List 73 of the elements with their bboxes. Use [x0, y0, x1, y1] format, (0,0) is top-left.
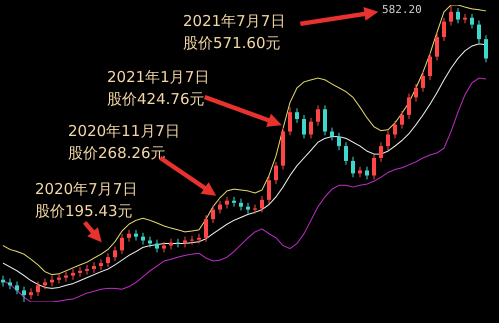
- candlestick: [43, 278, 47, 290]
- candlestick: [442, 17, 446, 42]
- candlestick: [365, 166, 369, 180]
- candlestick: [470, 13, 474, 29]
- candlestick: [1, 275, 5, 288]
- candlestick: [407, 93, 411, 120]
- candlestick: [456, 7, 460, 24]
- candlestick: [57, 273, 61, 284]
- candlestick: [295, 108, 299, 124]
- candlestick: [337, 132, 341, 151]
- candlestick: [372, 154, 376, 180]
- candlestick: [204, 214, 208, 242]
- candlestick: [379, 142, 383, 162]
- candlestick: [113, 246, 117, 262]
- annotation: 2021年1月7日: [107, 68, 210, 86]
- candlestick: [302, 114, 306, 139]
- candlestick: [92, 262, 96, 274]
- candlestick: [120, 233, 124, 255]
- candlestick: [246, 202, 250, 214]
- candlestick: [232, 196, 236, 208]
- candlestick: [351, 156, 355, 178]
- candlestick: [260, 195, 264, 213]
- candlestick: [176, 238, 180, 248]
- candlestick: [218, 200, 222, 214]
- candlestick: [155, 239, 159, 253]
- candlestick: [316, 104, 320, 126]
- candlestick: [323, 104, 327, 136]
- candlestick: [141, 232, 145, 246]
- candlestick: [449, 4, 453, 26]
- candlestick: [225, 196, 229, 209]
- candlestick: [22, 286, 26, 302]
- candlestick: [85, 264, 89, 276]
- annotation: 582.20: [382, 3, 422, 16]
- candlestick: [127, 229, 131, 242]
- annotation: 股价195.43元: [35, 202, 132, 220]
- candlestick: [162, 241, 166, 253]
- candlestick: [393, 120, 397, 139]
- candlestick: [267, 176, 271, 204]
- candlestick: [414, 84, 418, 102]
- candlestick: [36, 281, 40, 297]
- annotation: 股价424.76元: [107, 90, 204, 108]
- annotation: 2021年7月7日: [183, 12, 286, 30]
- candlestick: [78, 266, 82, 278]
- candlestick: [239, 198, 243, 212]
- annotation: 2020年7月7日: [35, 180, 138, 198]
- candlestick: [428, 52, 432, 80]
- candlestick: [148, 236, 152, 248]
- candlestick: [211, 204, 215, 224]
- candlestick: [484, 34, 488, 63]
- candlestick: [29, 288, 33, 300]
- annotation: 2020年11月7日: [68, 122, 180, 140]
- candlestick: [477, 20, 481, 44]
- candlestick: [134, 229, 138, 242]
- candlestick: [274, 161, 278, 185]
- candlestick: [99, 258, 103, 270]
- candlestick: [421, 72, 425, 92]
- candlestick: [169, 238, 173, 250]
- candlestick: [183, 236, 187, 248]
- candlestick: [71, 268, 75, 280]
- candlestick: [64, 271, 68, 282]
- candlestick: [8, 278, 12, 290]
- candlestick: [15, 281, 19, 295]
- candlestick: [106, 252, 110, 268]
- candlestick: [288, 106, 292, 136]
- candlestick: [309, 117, 313, 139]
- candlestick: [400, 110, 404, 130]
- candlestick: [344, 142, 348, 166]
- candlestick: [330, 127, 334, 141]
- annotation: 股价571.60元: [183, 34, 280, 52]
- candlestick: [50, 275, 54, 288]
- candlestick: [435, 32, 439, 62]
- candlestick: [386, 130, 390, 151]
- candlestick: [358, 166, 362, 178]
